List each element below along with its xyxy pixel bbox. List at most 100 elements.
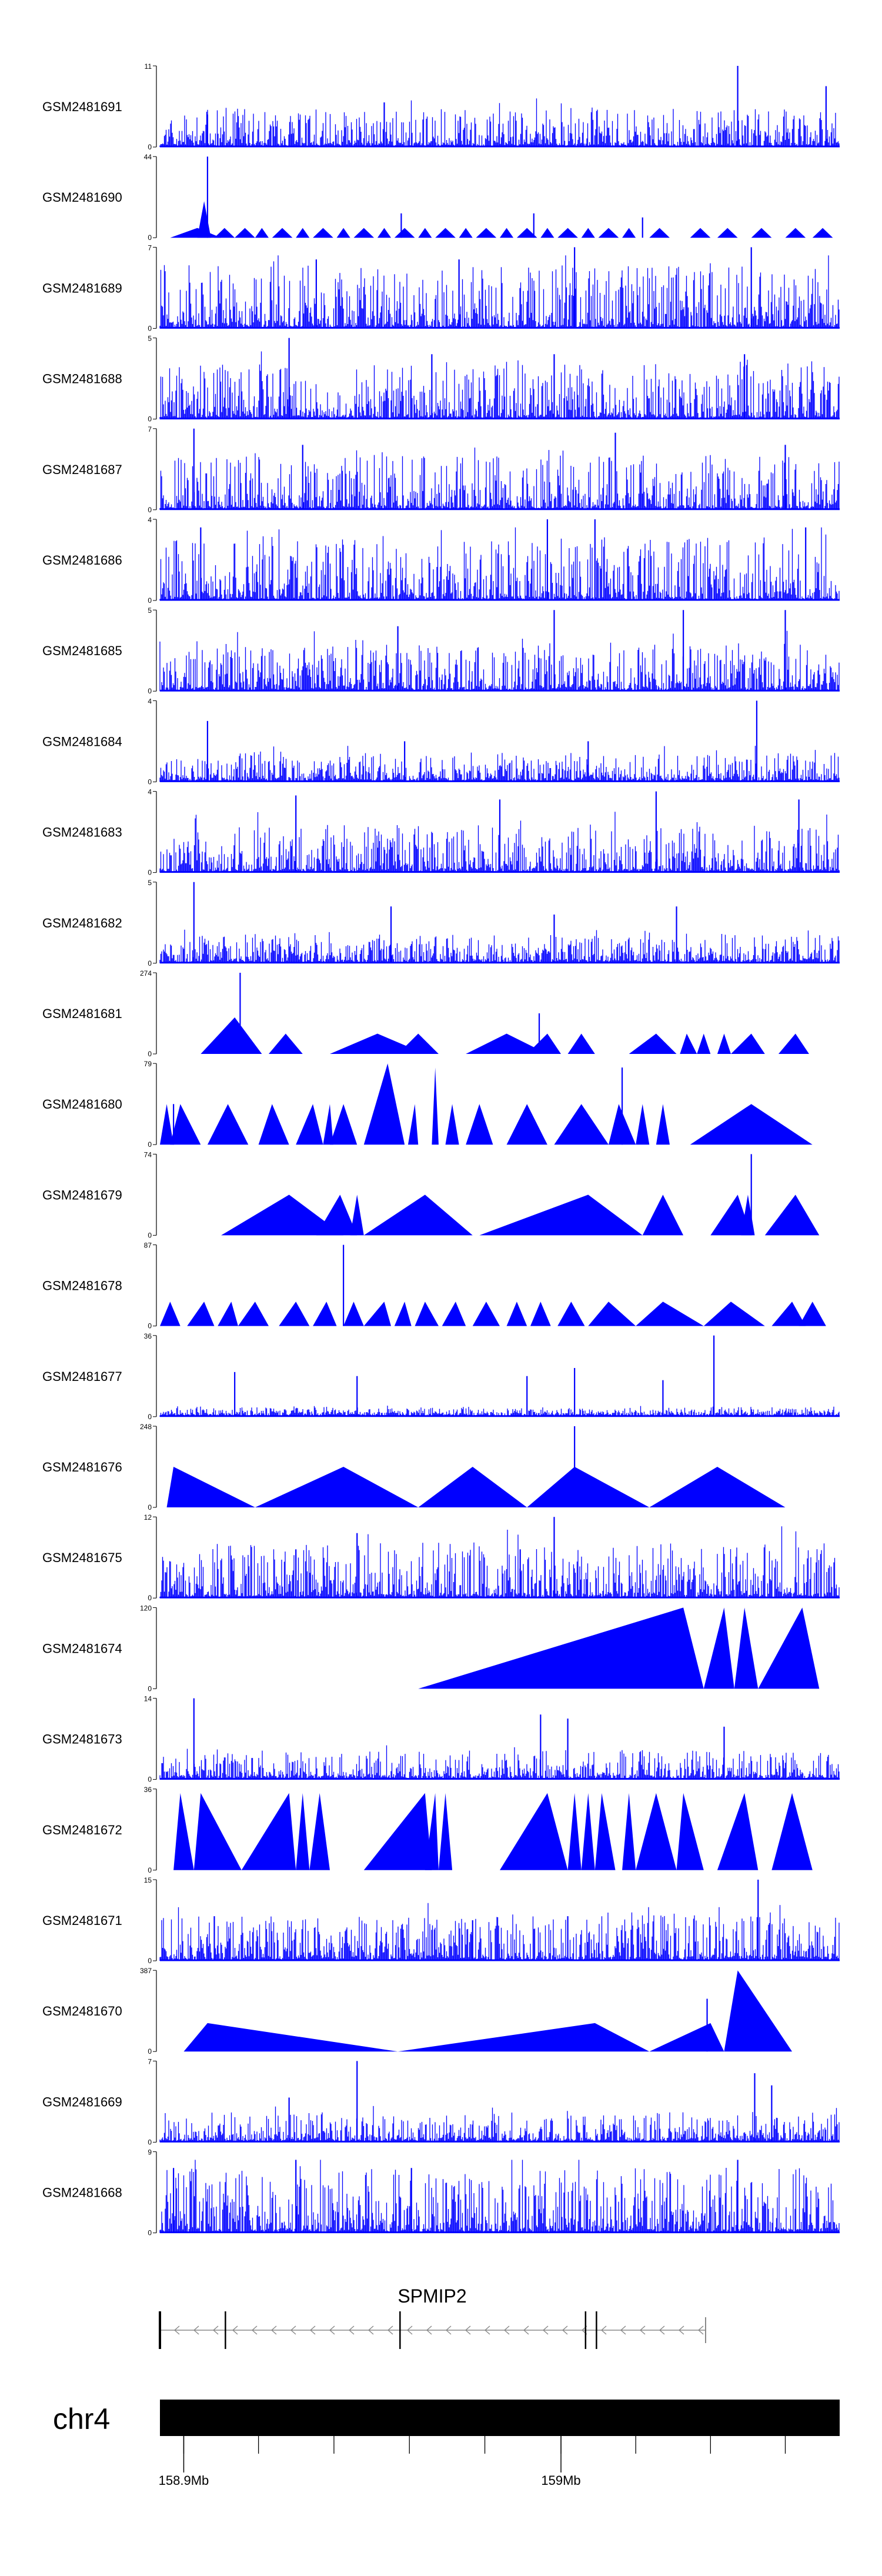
track-label: GSM2481677 <box>42 1369 122 1384</box>
signal-triangle <box>330 1033 425 1054</box>
strand-arrow <box>232 2325 238 2335</box>
signal-triangle <box>258 1104 289 1145</box>
signal-triangle <box>445 1104 459 1145</box>
chromosome-label: chr4 <box>53 2403 110 2435</box>
track-label: GSM2481690 <box>42 190 122 205</box>
y-min-label: 0 <box>148 2229 152 2237</box>
strand-arrow <box>542 2325 549 2335</box>
signal-triangle <box>170 228 222 238</box>
signal-triangle <box>183 2023 398 2052</box>
y-min-label: 0 <box>148 1684 152 1693</box>
y-max-label: 44 <box>144 153 152 161</box>
strand-arrow <box>368 2325 374 2335</box>
track-label: GSM2481668 <box>42 2185 122 2200</box>
signal-triangle <box>255 228 269 238</box>
gene-track: SPMIP2 <box>159 2285 706 2349</box>
signal-triangle <box>717 1793 759 1870</box>
signal-triangle <box>598 228 619 238</box>
track-GSM2481671: GSM2481671 15 0 <box>42 1876 840 1965</box>
signal-triangle <box>309 1793 330 1870</box>
signal-triangle <box>207 1104 249 1145</box>
strand-arrow <box>678 2325 684 2335</box>
signal-triangle <box>567 1793 582 1870</box>
y-max-label: 274 <box>140 969 152 977</box>
signal-triangle <box>676 1793 704 1870</box>
signal-triangle <box>418 1607 704 1689</box>
signal-triangle <box>724 1970 793 2052</box>
signal-triangle <box>554 1104 609 1145</box>
track-label: GSM2481687 <box>42 462 122 477</box>
signal-triangle <box>459 228 473 238</box>
track-label: GSM2481675 <box>42 1550 122 1565</box>
signal-triangle <box>313 1302 337 1326</box>
signal-triangle <box>466 1033 547 1054</box>
track-GSM2481669: GSM2481669 7 0 <box>42 2057 840 2146</box>
track-label: GSM2481688 <box>42 372 122 386</box>
track-GSM2481673: GSM2481673 14 0 <box>42 1695 840 1784</box>
signal-bars <box>159 2105 840 2143</box>
track-label: GSM2481669 <box>42 2094 122 2109</box>
signal-triangle <box>771 1793 813 1870</box>
signal-triangle <box>272 228 293 238</box>
strand-arrow <box>212 2325 219 2335</box>
signal-triangle <box>187 1302 215 1326</box>
signal-triangle <box>506 1104 547 1145</box>
signal-triangle <box>636 1793 677 1870</box>
track-GSM2481683: GSM2481683 4 0 <box>42 788 840 877</box>
y-min-label: 0 <box>148 1866 152 1874</box>
signal-triangle <box>350 1194 364 1236</box>
y-min-label: 0 <box>148 2047 152 2056</box>
track-label: GSM2481689 <box>42 281 122 295</box>
signal-triangle <box>540 228 554 238</box>
strand-arrow <box>600 2325 607 2335</box>
y-max-label: 87 <box>144 1242 152 1250</box>
signal-bars <box>159 1406 840 1417</box>
strand-arrow <box>309 2325 316 2335</box>
signal-triangle <box>567 1033 595 1054</box>
strand-arrow <box>639 2325 646 2335</box>
y-max-label: 120 <box>140 1604 152 1612</box>
track-GSM2481677: GSM2481677 36 0 <box>42 1332 840 1421</box>
strand-arrow <box>445 2325 452 2335</box>
track-GSM2481680: GSM2481680 79 0 <box>42 1060 813 1149</box>
signal-triangle <box>516 228 537 238</box>
signal-triangle <box>771 1302 806 1326</box>
track-GSM2481670: GSM2481670 387 0 <box>42 1967 793 2056</box>
signal-triangle <box>697 1033 711 1054</box>
strand-arrow <box>406 2325 413 2335</box>
y-min-label: 0 <box>148 1594 152 1602</box>
y-min-label: 0 <box>148 1503 152 1511</box>
track-label: GSM2481684 <box>42 734 122 749</box>
y-max-label: 4 <box>148 788 152 796</box>
strand-arrow <box>523 2325 529 2335</box>
signal-triangle <box>758 1607 820 1689</box>
strand-arrow <box>620 2325 626 2335</box>
track-label: GSM2481683 <box>42 825 122 840</box>
signal-triangle <box>717 1033 731 1054</box>
track-GSM2481686: GSM2481686 4 0 <box>42 516 840 605</box>
signal-bars <box>159 351 840 419</box>
signal-triangle <box>166 1467 255 1507</box>
track-GSM2481685: GSM2481685 5 0 <box>42 606 840 695</box>
signal-triangle <box>636 1302 704 1326</box>
track-GSM2481668: GSM2481668 9 0 <box>42 2148 840 2237</box>
signal-triangle <box>397 1033 439 1054</box>
signal-triangle <box>581 228 595 238</box>
signal-triangle <box>214 228 235 238</box>
signal-tracks: GSM2481691110GSM2481690440GSM248168970GS… <box>42 62 840 2237</box>
axis-tick-label: 159Mb <box>541 2473 580 2488</box>
signal-triangle <box>594 1793 616 1870</box>
y-max-label: 248 <box>140 1423 152 1431</box>
chromosome-track: chr4 158.9Mb 159Mb <box>53 2400 840 2488</box>
y-max-label: 79 <box>144 1060 152 1068</box>
signal-bars <box>159 527 840 600</box>
signal-triangle <box>812 228 833 238</box>
track-label: GSM2481670 <box>42 2004 122 2018</box>
y-max-label: 5 <box>148 335 152 343</box>
signal-triangle <box>710 1194 751 1236</box>
y-min-label: 0 <box>148 1140 152 1149</box>
signal-bars <box>159 630 840 692</box>
y-min-label: 0 <box>148 869 152 877</box>
strand-arrow <box>659 2325 665 2335</box>
